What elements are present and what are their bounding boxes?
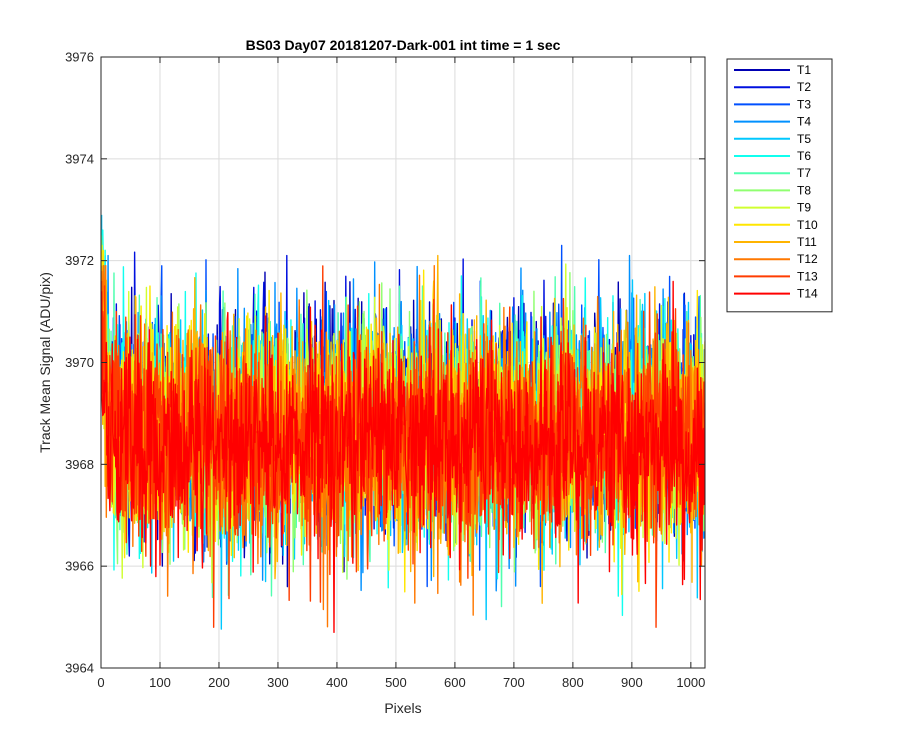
legend-label: T13 bbox=[797, 269, 818, 283]
x-tick-label: 100 bbox=[149, 675, 171, 690]
x-tick-label: 700 bbox=[503, 675, 525, 690]
legend-label: T10 bbox=[797, 218, 818, 232]
x-tick-label: 600 bbox=[444, 675, 466, 690]
x-tick-label: 900 bbox=[621, 675, 643, 690]
legend-item-t12: T12 bbox=[734, 252, 818, 266]
ticks: 0 100 200 300 400 500 600 700 800 900 1000 3964 3966… bbox=[65, 50, 705, 691]
legend-label: T1 bbox=[797, 63, 811, 77]
y-tick-label: 3964 bbox=[65, 661, 94, 676]
legend-label: T7 bbox=[797, 166, 811, 180]
y-tick-label: 3966 bbox=[65, 559, 94, 574]
y-tick-label: 3968 bbox=[65, 457, 94, 472]
legend-item-t11: T11 bbox=[734, 235, 817, 249]
x-axis-label: Pixels bbox=[384, 700, 421, 716]
x-tick-label: 0 bbox=[97, 675, 104, 690]
series-lines bbox=[101, 214, 705, 634]
legend-item-t7: T7 bbox=[734, 166, 811, 180]
y-tick-label: 3976 bbox=[65, 50, 94, 65]
legend-label: T2 bbox=[797, 80, 811, 94]
legend-box bbox=[726, 58, 833, 313]
y-tick-label: 3974 bbox=[65, 151, 94, 166]
x-tick-label: 800 bbox=[562, 675, 584, 690]
series-line-t13 bbox=[101, 265, 705, 628]
legend-label: T9 bbox=[797, 201, 811, 215]
legend-item-t9: T9 bbox=[734, 201, 811, 215]
x-tick-label: 300 bbox=[267, 675, 289, 690]
legend-label: T5 bbox=[797, 132, 811, 146]
legend-item-t2: T2 bbox=[734, 80, 811, 94]
legend-item-t13: T13 bbox=[734, 269, 818, 283]
x-tick-label: 500 bbox=[385, 675, 407, 690]
legend-label: T12 bbox=[797, 252, 818, 266]
legend-item-t8: T8 bbox=[734, 183, 811, 197]
x-tick-label: 1000 bbox=[676, 675, 705, 690]
y-axis-label: Track Mean Signal (ADU/pix) bbox=[37, 272, 53, 453]
x-tick-label: 200 bbox=[208, 675, 230, 690]
legend-item-t5: T5 bbox=[734, 132, 811, 146]
x-tick-label: 400 bbox=[326, 675, 348, 690]
legend-label: T6 bbox=[797, 149, 811, 163]
legend-label: T4 bbox=[797, 115, 811, 129]
chart-title: BS03 Day07 20181207-Dark-001 int time = … bbox=[246, 37, 561, 53]
legend-item-t10: T10 bbox=[734, 218, 818, 232]
legend-item-t6: T6 bbox=[734, 149, 811, 163]
legend-item-t1: T1 bbox=[734, 63, 811, 77]
legend-label: T11 bbox=[797, 235, 817, 249]
legend: T1 T2 T3 T4 T5 T6 T7 T8 T9 T10 T11 T12 T13 T14 bbox=[726, 58, 833, 313]
legend-label: T8 bbox=[797, 183, 811, 197]
y-tick-label: 3972 bbox=[65, 253, 94, 268]
y-tick-label: 3970 bbox=[65, 355, 94, 370]
series-line-t14 bbox=[101, 280, 705, 634]
legend-item-t3: T3 bbox=[734, 97, 811, 111]
legend-item-t14: T14 bbox=[734, 287, 818, 301]
legend-label: T3 bbox=[797, 97, 811, 111]
legend-label: T14 bbox=[797, 287, 818, 301]
legend-item-t4: T4 bbox=[734, 115, 811, 129]
